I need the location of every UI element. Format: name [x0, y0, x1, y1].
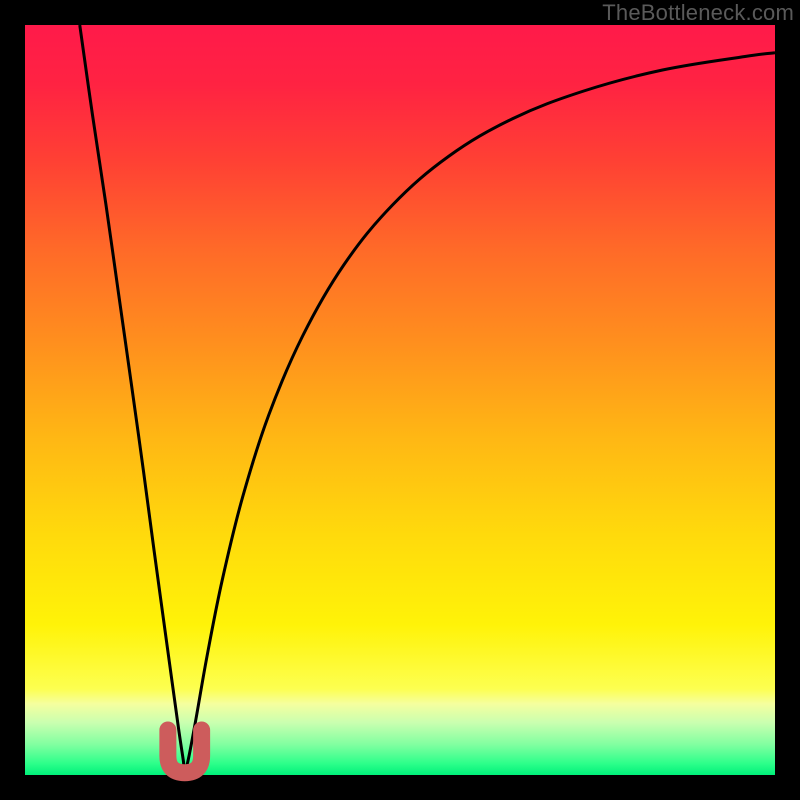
plot-background	[25, 25, 775, 775]
chart-root: TheBottleneck.com	[0, 0, 800, 800]
watermark-text: TheBottleneck.com	[602, 0, 794, 26]
chart-svg	[0, 0, 800, 800]
